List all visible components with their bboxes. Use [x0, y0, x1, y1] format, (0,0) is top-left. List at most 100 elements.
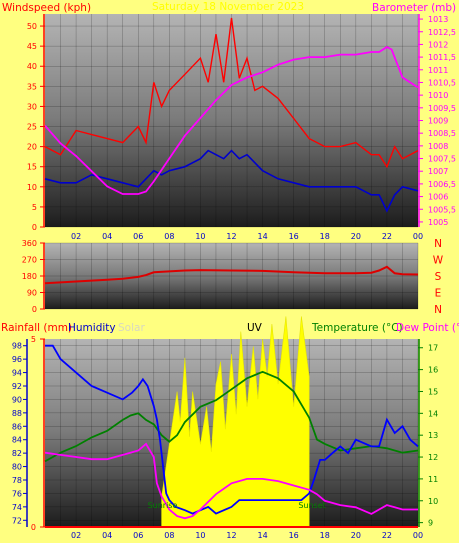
humidity-tick-label: 94 — [12, 369, 22, 378]
x-tick-label: 14 — [257, 531, 267, 540]
windspeed-tick-label: 10 — [27, 183, 37, 192]
direction-tick-label: 270 — [22, 256, 37, 265]
windspeed-tick-label: 30 — [27, 102, 37, 111]
x-tick-label: 12 — [226, 232, 236, 241]
solar-axis-label: Solar — [118, 322, 145, 334]
wind-panel-grid — [45, 14, 419, 228]
x-tick-label: 18 — [320, 531, 330, 540]
wind-time-ticks: 02 04 06 08 10 12 14 16 18 20 22 00 — [71, 232, 423, 241]
climate-time-ticks: 02 04 06 08 10 12 14 16 18 20 22 00 — [71, 531, 423, 540]
barometer-tick-label: 1007,5 — [428, 155, 456, 164]
barometer-tick-label: 1005 — [428, 218, 448, 227]
humidity-tick-label: 72 — [12, 516, 22, 525]
temperature-tick-label: 15 — [428, 387, 438, 396]
dewpoint-axis-label: Dew Point (°C) — [396, 322, 459, 334]
temperature-tick-label: 14 — [428, 409, 438, 418]
rainfall-axis-label: Rainfall (mm) — [1, 322, 72, 334]
barometer-tick-label: 1008,5 — [428, 129, 456, 138]
barometer-tick-label: 1010 — [428, 91, 448, 100]
x-tick-label: 22 — [382, 232, 392, 241]
temperature-tick-label: 12 — [428, 453, 438, 462]
x-tick-label: 20 — [351, 531, 361, 540]
direction-tick-label: 0 — [32, 305, 37, 314]
barometer-line — [44, 45, 419, 195]
x-tick-label: 08 — [164, 531, 174, 540]
sunrise-annotation: Sunrise — [148, 501, 178, 510]
x-tick-label: 04 — [102, 531, 112, 540]
x-tick-label: 18 — [320, 232, 330, 241]
temperature-ticks: 9 10 11 12 13 14 15 16 17 — [418, 339, 438, 528]
temperature-tick-label: 17 — [428, 344, 438, 353]
direction-tick-label: 360 — [22, 239, 37, 248]
barometer-tick-label: 1006 — [428, 193, 448, 202]
humidity-tick-label: 84 — [12, 436, 22, 445]
compass-label: E — [435, 288, 442, 300]
temperature-tick-label: 13 — [428, 431, 438, 440]
uv-axis-label: UV — [247, 322, 263, 334]
compass-label: S — [435, 271, 442, 283]
windspeed-tick-label: 45 — [27, 42, 37, 51]
rainfall-tick-label: 5 — [31, 335, 36, 344]
barometer-tick-label: 1012,5 — [428, 28, 456, 37]
barometer-tick-label: 1008 — [428, 142, 448, 151]
windspeed-tick-label: 5 — [32, 203, 37, 212]
windspeed-tick-label: 50 — [27, 22, 37, 31]
barometer-tick-label: 1009,5 — [428, 104, 456, 113]
windspeed-tick-label: 40 — [27, 62, 37, 71]
x-tick-label: 06 — [133, 531, 143, 540]
humidity-ticks: 72 74 76 78 80 82 84 86 88 90 92 94 96 98 — [12, 339, 28, 527]
humidity-tick-label: 74 — [12, 503, 22, 512]
humidity-tick-label: 96 — [12, 355, 22, 364]
barometer-tick-label: 1013 — [428, 15, 448, 24]
sunset-annotation: Sunset — [298, 501, 325, 510]
direction-tick-label: 180 — [22, 272, 37, 281]
x-tick-label: 16 — [289, 531, 299, 540]
wind-average-line — [44, 149, 419, 213]
x-tick-label: 12 — [226, 531, 236, 540]
humidity-axis-label: Humidity — [68, 322, 116, 334]
direction-panel-grid — [45, 242, 419, 310]
wind-direction-line — [44, 265, 419, 285]
rainfall-tick-label: 0 — [31, 523, 36, 532]
x-tick-label: 10 — [195, 232, 205, 241]
barometer-axis-label: Barometer (mb) — [372, 2, 456, 14]
x-tick-label: 20 — [351, 232, 361, 241]
humidity-tick-label: 92 — [12, 382, 22, 391]
humidity-tick-label: 78 — [12, 476, 22, 485]
x-tick-label: 22 — [382, 531, 392, 540]
x-tick-label: 00 — [413, 232, 423, 241]
humidity-tick-label: 76 — [12, 489, 22, 498]
barometer-tick-label: 1007 — [428, 167, 448, 176]
x-tick-label: 10 — [195, 531, 205, 540]
windspeed-tick-label: 15 — [27, 163, 37, 172]
x-tick-label: 16 — [289, 232, 299, 241]
windspeed-tick-label: 20 — [27, 143, 37, 152]
barometer-tick-label: 1010,5 — [428, 78, 456, 87]
x-tick-label: 14 — [257, 232, 267, 241]
windspeed-tick-label: 35 — [27, 82, 37, 91]
temperature-line — [44, 370, 419, 463]
compass-label: N — [434, 238, 442, 250]
compass-label: W — [433, 255, 444, 267]
barometer-tick-label: 1011 — [428, 66, 448, 75]
humidity-tick-label: 88 — [12, 409, 22, 418]
chart-subtitle: Saturday 18 November 2023 — [152, 1, 304, 13]
barometer-tick-label: 1005,5 — [428, 205, 456, 214]
barometer-tick-label: 1012 — [428, 40, 448, 49]
x-tick-label: 02 — [71, 531, 81, 540]
x-tick-label: 08 — [164, 232, 174, 241]
x-tick-label: 04 — [102, 232, 112, 241]
windspeed-tick-label: 0 — [32, 223, 37, 232]
direction-panel-background — [45, 243, 418, 309]
x-tick-label: 06 — [133, 232, 143, 241]
humidity-tick-label: 86 — [12, 422, 22, 431]
humidity-line — [45, 344, 419, 515]
temperature-axis-label: Temperature (°C) — [311, 322, 403, 334]
x-tick-label: 00 — [413, 531, 423, 540]
x-tick-label: 02 — [71, 232, 81, 241]
dewpoint-line — [44, 442, 418, 520]
temperature-tick-label: 11 — [428, 475, 438, 484]
humidity-tick-label: 90 — [12, 395, 22, 404]
temperature-tick-label: 16 — [428, 366, 438, 375]
